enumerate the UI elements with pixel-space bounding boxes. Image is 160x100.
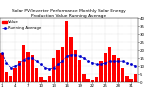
Bar xyxy=(134,74,137,82)
Bar xyxy=(65,21,68,82)
Bar xyxy=(9,76,12,82)
Bar xyxy=(13,68,17,82)
Bar xyxy=(86,79,90,82)
Bar xyxy=(0,53,4,82)
Bar xyxy=(82,74,86,82)
Bar xyxy=(52,58,56,82)
Bar xyxy=(61,47,64,82)
Bar xyxy=(56,50,60,82)
Bar xyxy=(22,45,25,82)
Bar xyxy=(125,76,129,82)
Bar xyxy=(108,47,111,82)
Bar xyxy=(104,53,107,82)
Bar xyxy=(99,61,103,82)
Bar xyxy=(43,80,47,82)
Legend: Value, Running Average: Value, Running Average xyxy=(2,20,41,31)
Bar xyxy=(31,55,34,82)
Bar xyxy=(121,68,124,82)
Bar xyxy=(39,77,43,82)
Bar xyxy=(48,76,51,82)
Bar xyxy=(74,50,77,82)
Bar xyxy=(95,77,98,82)
Bar xyxy=(5,72,8,82)
Bar xyxy=(91,80,94,82)
Bar xyxy=(69,37,73,82)
Bar xyxy=(116,58,120,82)
Bar xyxy=(35,68,38,82)
Bar xyxy=(78,60,81,82)
Bar xyxy=(18,61,21,82)
Title: Solar PV/Inverter Performance Monthly Solar Energy Production Value Running Aver: Solar PV/Inverter Performance Monthly So… xyxy=(12,9,126,18)
Bar xyxy=(112,55,116,82)
Bar xyxy=(129,79,133,82)
Bar xyxy=(26,52,30,82)
